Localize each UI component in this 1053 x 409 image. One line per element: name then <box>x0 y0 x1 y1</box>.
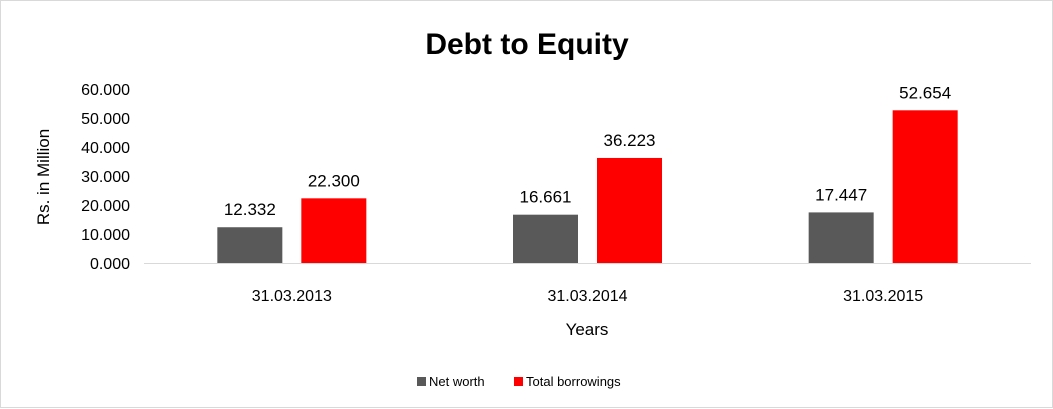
x-tick-labels: 31.03.2013 31.03.2014 31.03.2015 <box>252 288 924 305</box>
y-tick-label: 50.000 <box>81 111 130 128</box>
y-tick-label: 20.000 <box>81 198 130 215</box>
data-label: 52.654 <box>899 83 951 102</box>
bar-total-borrowings <box>597 157 662 263</box>
y-axis-label: Rs. in Million <box>34 129 53 225</box>
x-axis-label: Years <box>566 320 609 339</box>
legend-label: Net worth <box>429 374 485 389</box>
data-label: 22.300 <box>308 171 360 190</box>
y-tick-label: 30.000 <box>81 169 130 186</box>
legend-swatch <box>514 377 523 386</box>
legend: Net worth Total borrowings <box>417 374 621 389</box>
y-tick-label: 60.000 <box>81 82 130 99</box>
x-tick-label: 31.03.2015 <box>843 288 923 305</box>
data-label: 36.223 <box>604 131 656 150</box>
data-label: 17.447 <box>815 185 867 204</box>
data-label: 16.661 <box>520 188 572 207</box>
bar-net-worth <box>808 212 874 263</box>
y-tick-labels: 0.000 10.000 20.000 30.000 40.000 50.000 60.00… <box>81 82 130 273</box>
y-tick-label: 40.000 <box>81 140 130 157</box>
chart-title: Debt to Equity <box>425 28 629 61</box>
bar-net-worth <box>513 214 578 263</box>
data-label: 12.332 <box>224 200 276 219</box>
legend-label: Total borrowings <box>526 374 621 389</box>
y-tick-label: 10.000 <box>81 227 130 244</box>
data-labels: 12.332 22.300 16.661 36.223 17.447 52.654 <box>224 83 951 219</box>
y-tick-label: 0.000 <box>90 256 130 273</box>
bar-net-worth <box>217 227 283 263</box>
bar-total-borrowings <box>892 110 958 263</box>
x-tick-label: 31.03.2014 <box>547 288 627 305</box>
bar-total-borrowings <box>301 198 367 263</box>
bars <box>217 110 958 263</box>
x-tick-label: 31.03.2013 <box>252 288 332 305</box>
legend-swatch <box>417 377 426 386</box>
